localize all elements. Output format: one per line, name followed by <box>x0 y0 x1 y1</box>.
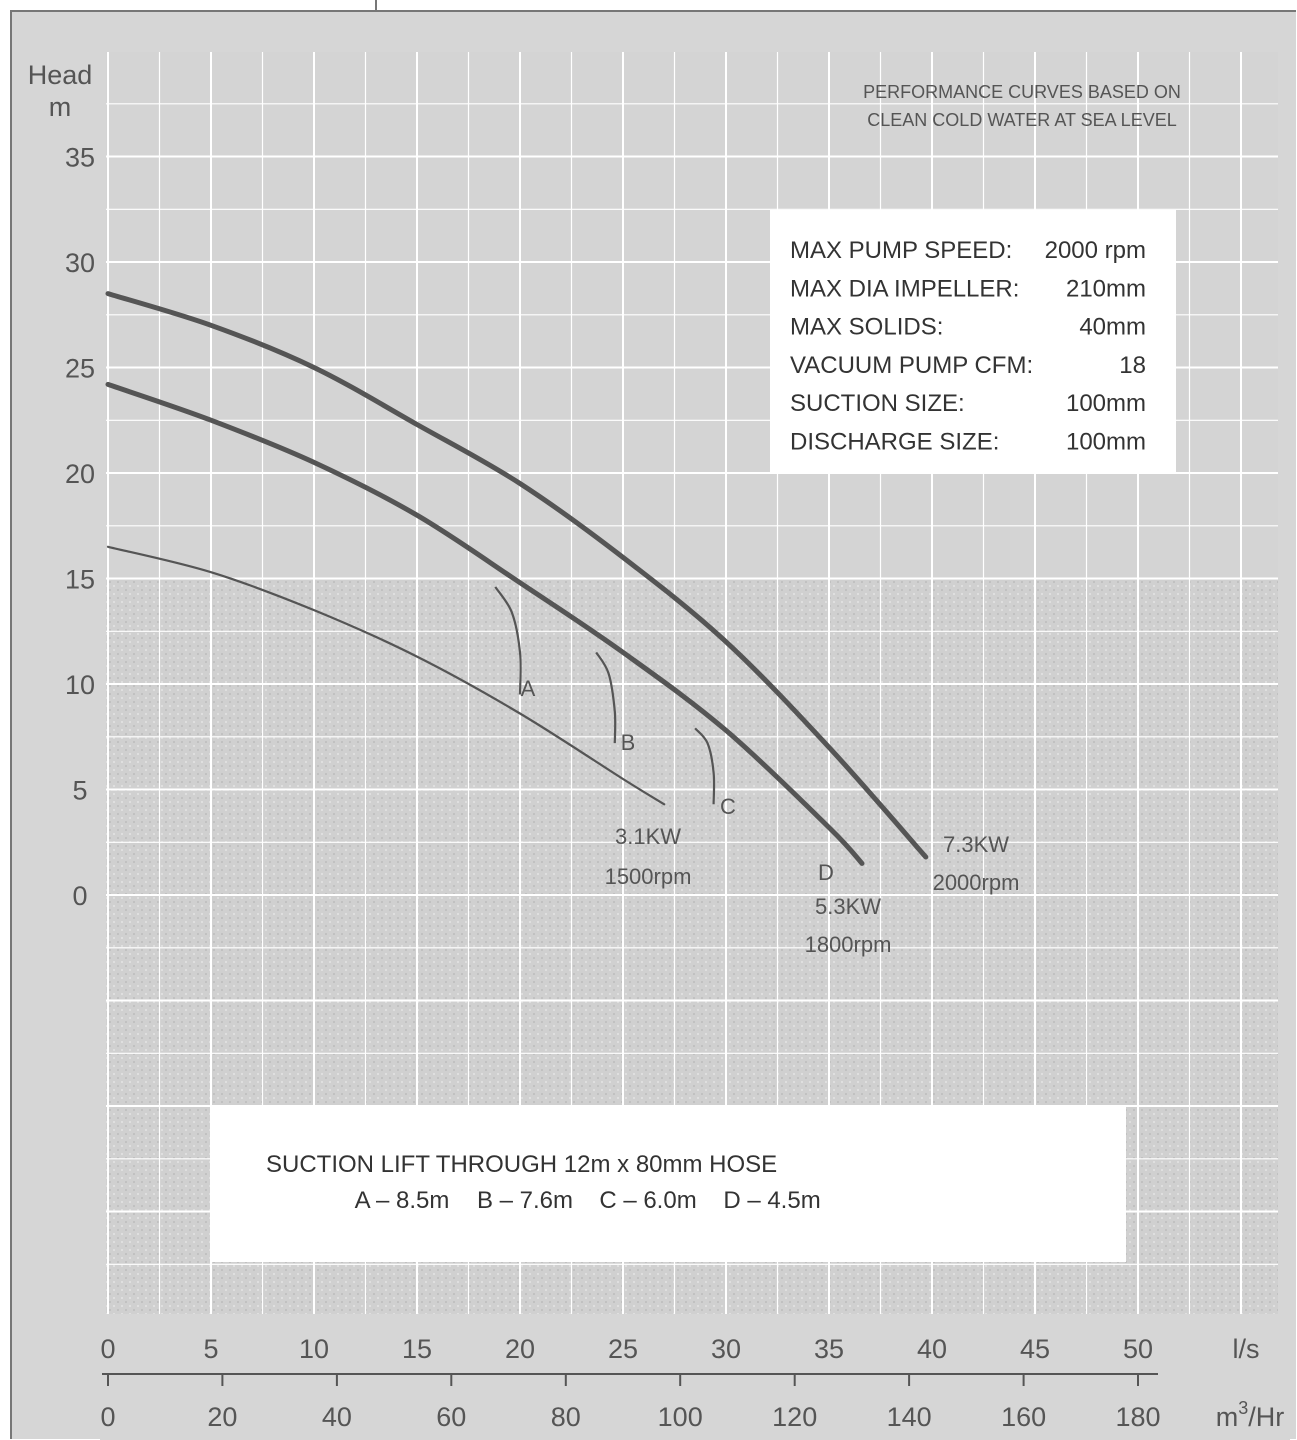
series-power-label: 7.3KW <box>943 832 1009 857</box>
suction-limit-B <box>595 651 617 744</box>
x-tick-label-m3hr: 160 <box>1001 1402 1046 1432</box>
y-tick-labels: 0 5 10 15 20 25 30 35 <box>65 143 95 912</box>
y-tick-label: 15 <box>65 565 95 595</box>
x-tick-label-ls: 30 <box>711 1334 741 1364</box>
suction-item: D – 4.5m <box>723 1187 820 1214</box>
suction-item: B – 7.6m <box>477 1187 573 1214</box>
suction-item: C – 6.0m <box>599 1187 696 1214</box>
y-tick-label: 20 <box>65 459 95 489</box>
suction-label-C: C <box>720 794 736 819</box>
y-tick-label: 35 <box>65 143 95 173</box>
x-tick-label-ls: 25 <box>608 1334 638 1364</box>
suction-item: A – 8.5m <box>355 1187 450 1214</box>
x-tick-label-m3hr: 120 <box>772 1402 817 1432</box>
spec-label: VACUUM PUMP CFM: <box>790 352 1033 379</box>
x-tick-label-ls: 5 <box>203 1334 218 1364</box>
x-tick-label-m3hr: 80 <box>551 1402 581 1432</box>
x-tick-label-m3hr: 0 <box>100 1402 115 1432</box>
spec-label: SUCTION SIZE: <box>790 390 965 417</box>
spec-value: 18 <box>1119 352 1146 379</box>
curve-series-1 <box>105 291 929 860</box>
spec-label: MAX SOLIDS: <box>790 314 943 341</box>
x-tick-label-ls: 20 <box>505 1334 535 1364</box>
x-tick-label-ls: 40 <box>917 1334 947 1364</box>
suction-box <box>210 1106 1126 1262</box>
x-tick-label-ls: 45 <box>1020 1334 1050 1364</box>
x-tick-label-m3hr: 140 <box>887 1402 932 1432</box>
frame-tick <box>375 0 377 12</box>
y-tick-label: 10 <box>65 670 95 700</box>
x-tick-label-m3hr: 180 <box>1115 1402 1160 1432</box>
performance-note-line1: PERFORMANCE CURVES BASED ON <box>863 82 1181 102</box>
y-axis-unit: m <box>49 92 72 122</box>
suction-label-D: D <box>818 860 834 885</box>
x-tick-label-ls: 35 <box>814 1334 844 1364</box>
x-tick-label-m3hr: 60 <box>436 1402 466 1432</box>
y-axis-title: Head <box>28 60 93 90</box>
x-tick-labels-ls: 0 5 10 15 20 25 30 35 40 45 50 <box>100 1334 1153 1364</box>
x-tick-label-m3hr: 40 <box>322 1402 352 1432</box>
suction-label-A: A <box>521 676 536 701</box>
suction-limit-C <box>694 727 716 805</box>
spec-value: 2000 rpm <box>1045 237 1146 264</box>
spec-value: 40mm <box>1079 314 1146 341</box>
curve-series-3 <box>106 545 666 806</box>
suction-label-B: B <box>621 730 636 755</box>
x-axis-band <box>100 1316 1290 1440</box>
suction-limit-curves <box>494 586 716 805</box>
specs-box <box>770 210 1176 472</box>
series-speed-label: 1800rpm <box>805 932 892 957</box>
curve-series-2 <box>105 381 865 866</box>
series-power-label: 3.1KW <box>615 824 681 849</box>
suction-items: A – 8.5m B – 7.6m C – 6.0m D – 4.5m <box>355 1187 821 1214</box>
y-tick-label: 0 <box>72 881 87 911</box>
x-tick-label-m3hr: 100 <box>658 1402 703 1432</box>
suction-limit-A <box>494 586 522 695</box>
series-speed-label: 2000rpm <box>933 870 1020 895</box>
x-tick-label-m3hr: 20 <box>207 1402 237 1432</box>
spec-label: DISCHARGE SIZE: <box>790 429 999 456</box>
series-speed-label: 1500rpm <box>605 864 692 889</box>
performance-curves <box>105 291 929 866</box>
performance-note-line2: CLEAN COLD WATER AT SEA LEVEL <box>867 110 1176 130</box>
suction-title: SUCTION LIFT THROUGH 12m x 80mm HOSE <box>266 1151 777 1178</box>
y-tick-label: 5 <box>72 776 87 806</box>
grid <box>106 52 1278 1314</box>
x-tick-label-ls: 10 <box>299 1334 329 1364</box>
x-tick-label-ls: 15 <box>402 1334 432 1364</box>
y-tick-label: 30 <box>65 248 95 278</box>
x-unit-m3hr: m3/Hr <box>1216 1398 1285 1432</box>
spec-value: 100mm <box>1066 429 1146 456</box>
y-tick-label: 25 <box>65 354 95 384</box>
specs-table: MAX PUMP SPEED: 2000 rpm MAX DIA IMPELLER:… <box>790 237 1146 456</box>
curve-labels: A B C D 7.3KW 2000rpm 5.3KW 1800rpm 3.1KW 1500rpm <box>521 676 1020 957</box>
spec-value: 210mm <box>1066 275 1146 302</box>
x-tick-label-ls: 0 <box>100 1334 115 1364</box>
spec-label: MAX PUMP SPEED: <box>790 237 1012 264</box>
x-tick-label-ls: 50 <box>1123 1334 1153 1364</box>
spec-value: 100mm <box>1066 390 1146 417</box>
series-power-label: 5.3KW <box>815 894 881 919</box>
x-unit-ls: l/s <box>1233 1334 1260 1364</box>
x-tick-labels-m3hr: 0 20 40 60 80 100 120 140 160 180 <box>100 1374 1161 1432</box>
spec-label: MAX DIA IMPELLER: <box>790 275 1019 302</box>
